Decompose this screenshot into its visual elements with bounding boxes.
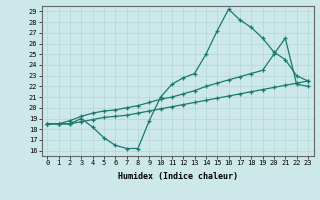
X-axis label: Humidex (Indice chaleur): Humidex (Indice chaleur) (118, 172, 237, 181)
